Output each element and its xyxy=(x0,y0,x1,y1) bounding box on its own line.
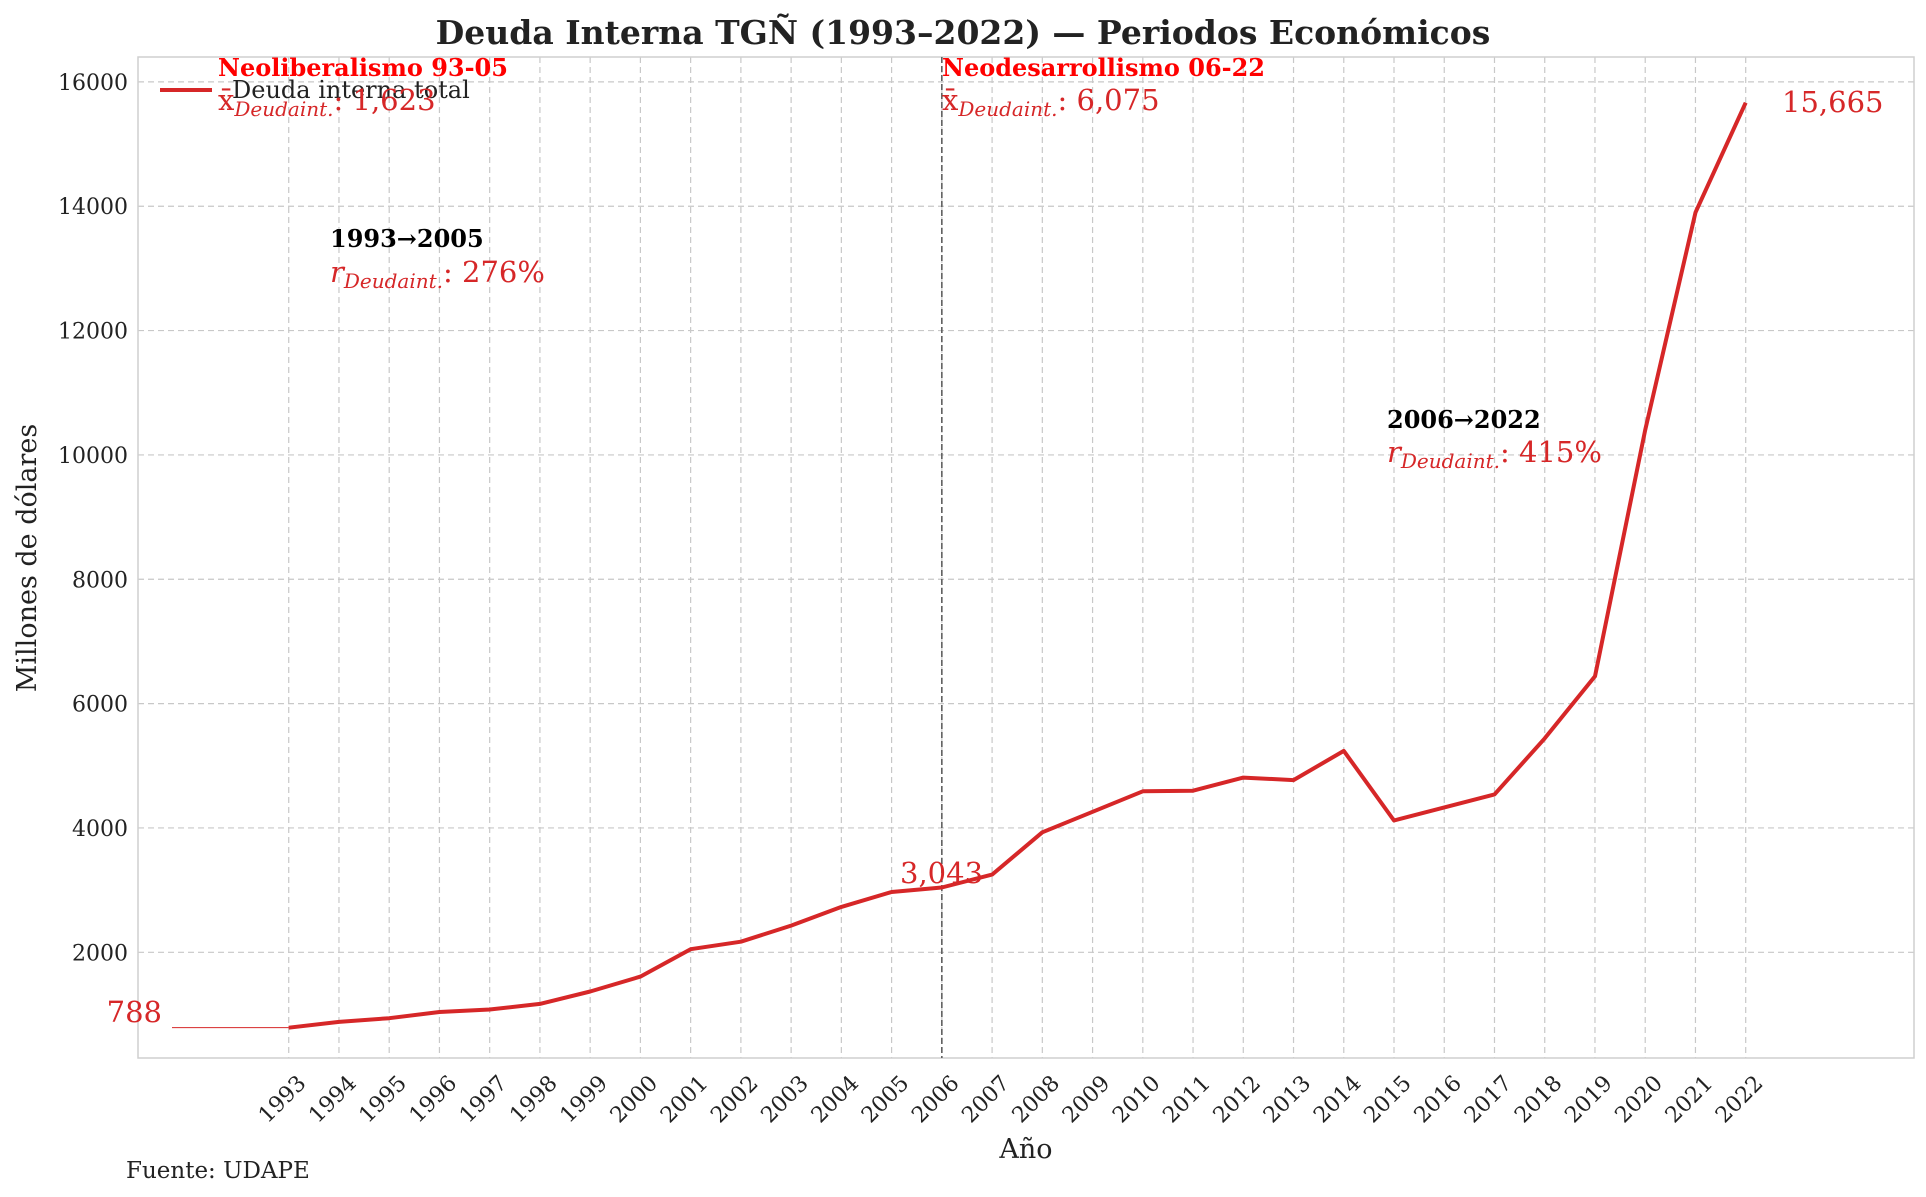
legend: Deuda interna total xyxy=(160,76,470,104)
data-label-2006: 3,043 xyxy=(900,856,983,890)
x-tick-label: 2014 xyxy=(1309,1071,1366,1128)
growth-1-colon: : xyxy=(443,255,462,289)
period-2-mean: x̄Deudaint.: 6,075 xyxy=(942,83,1160,121)
y-tick-label: 2000 xyxy=(72,941,128,966)
period-1-mean-sub: Deudaint. xyxy=(233,97,333,121)
x-tick-label: 2013 xyxy=(1259,1071,1316,1128)
y-tick-label: 6000 xyxy=(72,693,128,718)
chart-title: Deuda Interna TGÑ (1993–2022) — Periodos… xyxy=(436,13,1491,52)
growth-2-value: rDeudaint.: 415% xyxy=(1387,435,1602,473)
x-tick-label: 2006 xyxy=(907,1071,964,1128)
x-tick-label: 1997 xyxy=(455,1071,512,1128)
x-tick-label: 2021 xyxy=(1661,1071,1718,1128)
growth-2-var: r xyxy=(1387,435,1403,469)
x-tick-label: 2022 xyxy=(1711,1071,1768,1128)
x-tick-label: 2015 xyxy=(1359,1071,1416,1128)
growth-1-range: 1993→2005 xyxy=(330,224,484,253)
y-axis-ticks: 2000 4000 6000 8000 10000 12000 14000 16000 xyxy=(58,71,128,966)
x-tick-label: 2010 xyxy=(1108,1071,1165,1128)
period-1-mean-colon: : xyxy=(334,83,353,117)
x-tick-label: 2001 xyxy=(656,1071,713,1128)
series-line-deuda-interna xyxy=(288,101,1748,1030)
y-tick-label: 14000 xyxy=(58,195,128,220)
growth-1-value: rDeudaint.: 276% xyxy=(330,255,545,293)
x-tick-label: 2008 xyxy=(1008,1071,1065,1128)
y-tick-label: 10000 xyxy=(58,444,128,469)
x-tick-label: 2018 xyxy=(1510,1071,1567,1128)
x-tick-label: 2019 xyxy=(1560,1071,1617,1128)
growth-2-range: 2006→2022 xyxy=(1387,405,1541,434)
x-tick-label: 1993 xyxy=(254,1071,311,1128)
plot-frame xyxy=(137,56,1915,1059)
x-tick-label: 2002 xyxy=(706,1071,763,1128)
y-tick-label: 4000 xyxy=(72,817,128,842)
x-axis-label: Año xyxy=(998,1134,1052,1165)
period-1-mean: x̄Deudaint.: 1,623 xyxy=(218,83,436,121)
growth-1-sub: Deudaint. xyxy=(343,269,443,293)
x-tick-label: 2003 xyxy=(757,1071,814,1128)
period-2-mean-sub: Deudaint. xyxy=(957,97,1057,121)
x-tick-label: 1999 xyxy=(556,1071,613,1128)
y-axis-label: Millones de dólares xyxy=(12,424,43,692)
legend-label: Deuda interna total xyxy=(232,76,470,104)
x-tick-label: 2012 xyxy=(1209,1071,1266,1128)
x-tick-label: 2020 xyxy=(1611,1071,1668,1128)
data-label-1993: 788 xyxy=(107,995,162,1029)
x-tick-label: 2000 xyxy=(606,1071,663,1128)
x-axis-ticks: 1993199419951996199719981999200020012002… xyxy=(254,1071,1768,1128)
growth-1-number: 276% xyxy=(462,255,545,289)
period-2-mean-value: 6,075 xyxy=(1077,83,1160,117)
period-2-title: Neodesarrollismo 06-22 xyxy=(942,53,1265,82)
source-note: Fuente: UDAPE xyxy=(126,1158,310,1184)
period-2-mean-var: x̄ xyxy=(942,83,958,117)
x-tick-label: 2004 xyxy=(807,1071,864,1128)
x-tick-label: 1995 xyxy=(355,1071,412,1128)
period-1-mean-value: 1,623 xyxy=(353,83,436,117)
growth-2-colon: : xyxy=(1500,435,1519,469)
x-tick-label: 2017 xyxy=(1460,1071,1517,1128)
x-tick-label: 2011 xyxy=(1158,1071,1215,1128)
grid xyxy=(138,57,1914,1058)
y-tick-label: 12000 xyxy=(58,320,128,345)
period-2-mean-colon: : xyxy=(1058,83,1077,117)
growth-2-number: 415% xyxy=(1519,435,1602,469)
x-tick-label: 2016 xyxy=(1410,1071,1467,1128)
growth-1-var: r xyxy=(330,255,346,289)
x-tick-label: 2009 xyxy=(1058,1071,1115,1128)
y-tick-label: 8000 xyxy=(72,568,128,593)
x-tick-label: 2007 xyxy=(957,1071,1014,1128)
growth-2-sub: Deudaint. xyxy=(1400,449,1500,473)
period-1-title: Neoliberalismo 93-05 xyxy=(218,53,508,82)
x-tick-label: 2005 xyxy=(857,1071,914,1128)
data-label-2022: 15,665 xyxy=(1782,85,1883,119)
x-tick-label: 1994 xyxy=(304,1071,361,1128)
period-1-mean-var: x̄ xyxy=(218,83,234,117)
x-tick-label: 1998 xyxy=(505,1071,562,1128)
x-tick-label: 1996 xyxy=(405,1071,462,1128)
y-tick-label: 16000 xyxy=(58,71,128,96)
